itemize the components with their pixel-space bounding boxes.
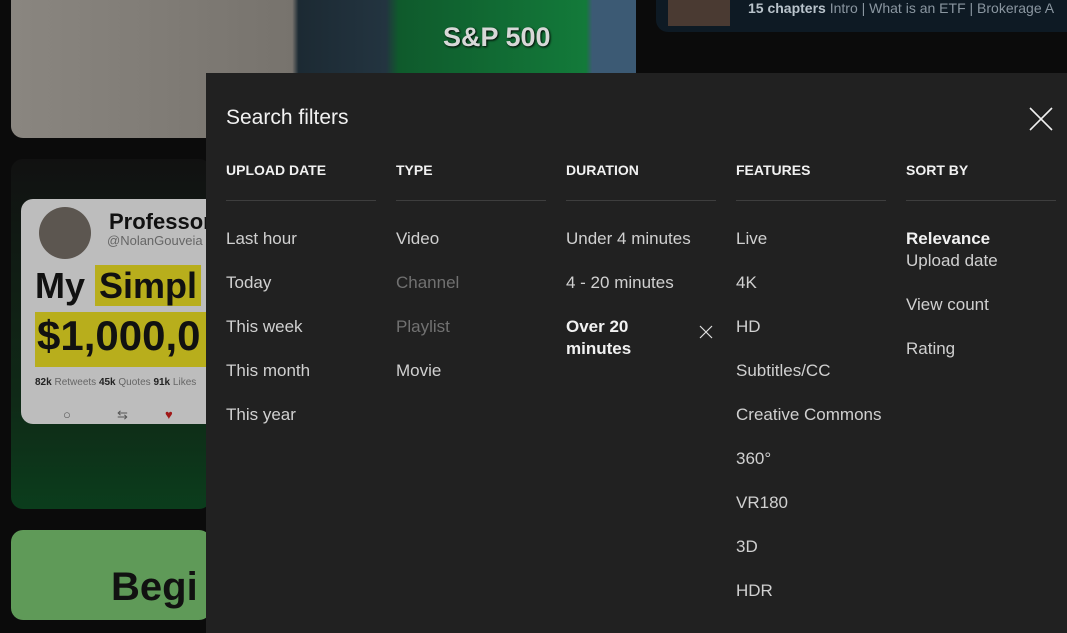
- filter-column-header: SORT BY: [906, 162, 1056, 201]
- filter-option-label: Channel: [396, 273, 460, 292]
- filter-option-label: 4 - 20 minutes: [566, 273, 674, 292]
- filter-option-label: Last hour: [226, 229, 297, 248]
- filter-option-this-month[interactable]: This month: [226, 360, 376, 404]
- tweet-text-1a: My: [35, 265, 86, 306]
- filter-option-label: This week: [226, 317, 303, 336]
- filter-option-label: 4K: [736, 273, 757, 292]
- filter-option-this-week[interactable]: This week: [226, 316, 376, 360]
- likes-count: 91k: [153, 377, 171, 388]
- close-icon[interactable]: [1028, 106, 1054, 132]
- filter-option-creative-commons[interactable]: Creative Commons: [736, 404, 886, 448]
- filter-column-header: TYPE: [396, 162, 546, 201]
- reply-icon: ○: [63, 407, 71, 422]
- filter-option-live[interactable]: Live: [736, 228, 886, 272]
- filter-option-label: Relevance: [906, 229, 991, 248]
- filter-option-label: This month: [226, 361, 311, 380]
- filter-option-view-count[interactable]: View count: [906, 294, 1056, 338]
- search-filters-dialog: Search filters UPLOAD DATE Last hour Today…: [206, 73, 1067, 633]
- filter-option-rating[interactable]: Rating: [906, 338, 1056, 382]
- filter-column-duration: DURATION Under 4 minutes 4 - 20 minutes Ove…: [566, 162, 716, 374]
- filter-option-upload-date[interactable]: Upload date: [906, 250, 1056, 294]
- filter-option-3d[interactable]: 3D: [736, 536, 886, 580]
- filter-option-label: Rating: [906, 339, 956, 358]
- thumbnail-text: Begi: [111, 565, 198, 609]
- filter-option-label: Movie: [396, 361, 442, 380]
- filter-option-360-[interactable]: 360°: [736, 448, 886, 492]
- filter-options: Under 4 minutes 4 - 20 minutes Over 20 min…: [566, 201, 716, 360]
- filter-column-type: TYPE Video Channel Playlist Movie: [396, 162, 546, 404]
- tweet-text-2: $1,000,0: [35, 312, 211, 367]
- filter-column-sort-by: SORT BY Relevance Upload date View count Rat…: [906, 162, 1056, 382]
- tweet-handle: @NolanGouveia: [107, 233, 203, 248]
- filter-option-label: HD: [736, 317, 761, 336]
- filter-option-under-4-minutes[interactable]: Under 4 minutes: [566, 228, 716, 272]
- filter-option-video[interactable]: Video: [396, 228, 546, 272]
- tweet-card: Professor @NolanGouveia My Simpl $1,000,…: [21, 199, 211, 424]
- heart-icon: ♥: [165, 407, 173, 422]
- thumbnail-text: S&P 500: [443, 22, 551, 52]
- filter-option-label: 360°: [736, 449, 772, 468]
- filter-option-channel: Channel: [396, 272, 546, 316]
- filter-options: Video Channel Playlist Movie: [396, 201, 546, 404]
- filter-option-vr180[interactable]: VR180: [736, 492, 886, 536]
- filter-option-label: Under 4 minutes: [566, 229, 691, 248]
- tweet-name: Professor: [109, 209, 211, 234]
- filter-option-this-year[interactable]: This year: [226, 404, 376, 448]
- quotes-label: Quotes: [118, 377, 151, 388]
- filter-option-4k[interactable]: 4K: [736, 272, 886, 316]
- tweet-stats: 82k Retweets 45k Quotes 91k Likes: [35, 377, 196, 388]
- filter-option-label: VR180: [736, 493, 788, 512]
- filter-column-features: FEATURES Live 4K HD Subtitles/CC Creative Com…: [736, 162, 886, 624]
- filter-option-label: View count: [906, 295, 989, 314]
- filter-option-label: Live: [736, 229, 768, 248]
- filter-option-movie[interactable]: Movie: [396, 360, 546, 404]
- filter-options: Relevance Upload date View count Rating: [906, 201, 1056, 382]
- retweets-label: Retweets: [54, 377, 97, 388]
- retweets-count: 82k: [35, 377, 52, 388]
- filter-option-subtitles-cc[interactable]: Subtitles/CC: [736, 360, 886, 404]
- video-thumbnail-tweet[interactable]: Professor @NolanGouveia My Simpl $1,000,…: [11, 159, 211, 509]
- avatar: [39, 207, 91, 259]
- video-thumbnail-beginner[interactable]: Begi: [11, 530, 211, 620]
- chapters-count: 15 chapters: [748, 0, 826, 16]
- filter-column-upload-date: UPLOAD DATE Last hour Today This week This m…: [226, 162, 376, 448]
- remove-filter-icon[interactable]: [698, 324, 714, 340]
- filter-option-over-20-minutes[interactable]: Over 20 minutes: [566, 316, 713, 360]
- filter-option-4-20-minutes[interactable]: 4 - 20 minutes: [566, 272, 716, 316]
- filter-column-header: FEATURES: [736, 162, 886, 201]
- filter-option-label: Subtitles/CC: [736, 361, 831, 380]
- filter-option-label: Creative Commons: [736, 405, 882, 424]
- filter-option-hdr[interactable]: HDR: [736, 580, 886, 624]
- filter-column-header: UPLOAD DATE: [226, 162, 376, 201]
- filter-option-last-hour[interactable]: Last hour: [226, 228, 376, 272]
- chapter-thumbnail: [668, 0, 730, 26]
- filter-option-label: HDR: [736, 581, 773, 600]
- tweet-text-1b: Simpl: [95, 265, 202, 306]
- retweet-icon: ⇆: [117, 407, 128, 422]
- quotes-count: 45k: [98, 377, 116, 388]
- filter-option-today[interactable]: Today: [226, 272, 376, 316]
- filter-option-playlist: Playlist: [396, 316, 546, 360]
- filter-option-label: Video: [396, 229, 440, 248]
- filter-option-relevance[interactable]: Relevance: [906, 228, 1016, 250]
- filter-option-label: Upload date: [906, 251, 998, 270]
- chapters-row[interactable]: 15 chapters Intro | What is an ETF | Bro…: [656, 0, 1067, 32]
- filter-option-label: 3D: [736, 537, 758, 556]
- chapters-list: Intro | What is an ETF | Brokerage A: [829, 0, 1055, 16]
- filter-column-header: DURATION: [566, 162, 716, 201]
- filter-option-label: This year: [226, 405, 296, 424]
- likes-label: Likes: [172, 377, 197, 388]
- filter-option-label: Over 20 minutes: [566, 317, 632, 358]
- filter-option-label: Playlist: [396, 317, 450, 336]
- filter-option-hd[interactable]: HD: [736, 316, 886, 360]
- filter-options: Live 4K HD Subtitles/CC Creative Commons 360°…: [736, 201, 886, 624]
- filter-options: Last hour Today This week This month This ye…: [226, 201, 376, 448]
- filter-option-label: Today: [226, 273, 272, 292]
- dialog-title: Search filters: [226, 106, 349, 129]
